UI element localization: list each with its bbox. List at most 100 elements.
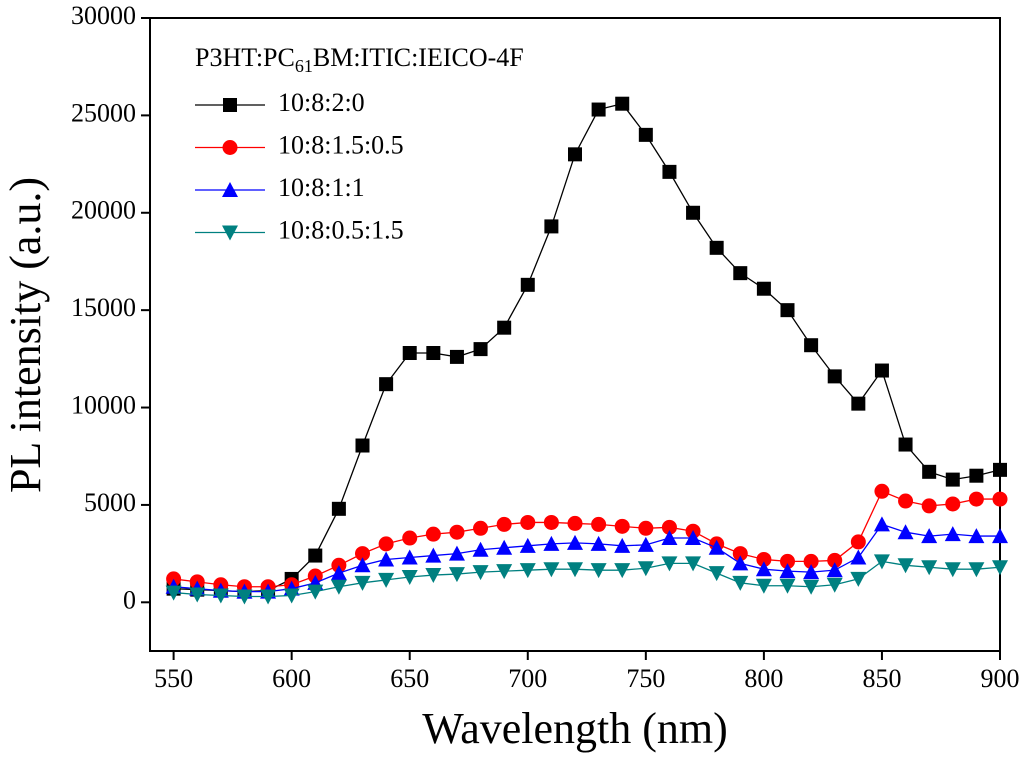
data-point (685, 556, 702, 572)
data-point (897, 558, 914, 574)
data-point (921, 498, 937, 514)
data-point (733, 266, 748, 281)
data-point (993, 462, 1007, 477)
data-point (921, 560, 938, 576)
data-point (567, 534, 583, 550)
data-point (898, 493, 914, 509)
data-point (402, 530, 418, 546)
data-point (449, 349, 464, 364)
data-point (732, 555, 749, 571)
data-point (637, 561, 654, 577)
data-point (496, 564, 513, 580)
data-point (661, 530, 678, 546)
data-point (307, 584, 324, 600)
data-point (685, 530, 702, 546)
data-point (922, 464, 937, 479)
data-point (449, 524, 465, 540)
data-point (590, 563, 607, 579)
data-point (708, 539, 725, 555)
legend-marker (222, 140, 238, 155)
data-point (496, 516, 512, 532)
x-tick-label: 550 (154, 664, 193, 693)
data-point (260, 589, 277, 605)
data-point (473, 520, 489, 536)
data-point (803, 564, 820, 580)
data-point (614, 563, 631, 579)
data-point (850, 534, 866, 550)
data-point (401, 549, 418, 565)
data-point (944, 562, 961, 578)
x-axis-title: Wavelength (nm) (422, 704, 728, 753)
data-point (378, 572, 395, 588)
data-point (803, 579, 820, 595)
legend-title-subscript: 61 (295, 56, 313, 76)
data-point (519, 563, 536, 579)
data-point (354, 575, 371, 591)
data-point (826, 577, 843, 593)
legend-marker (222, 225, 238, 241)
x-tick-label: 700 (508, 664, 547, 693)
data-point (637, 536, 654, 552)
data-point (780, 553, 795, 569)
data-point (898, 437, 913, 452)
data-point (543, 514, 559, 530)
data-point (968, 528, 985, 544)
x-tick-label: 800 (744, 664, 783, 693)
data-point (472, 541, 489, 557)
data-point (378, 551, 395, 567)
data-point (755, 578, 772, 594)
data-point (992, 491, 1008, 507)
data-point (708, 566, 725, 582)
data-point (779, 563, 796, 579)
data-point (732, 546, 748, 562)
data-point (591, 516, 607, 532)
y-tick-label: 15000 (71, 293, 136, 322)
x-tick-label: 650 (390, 664, 429, 693)
legend-title-part: BM:ITIC:IEICO-4F (313, 43, 524, 72)
data-point (590, 535, 607, 551)
data-point (354, 557, 371, 573)
data-point (921, 528, 938, 544)
data-point (283, 588, 300, 604)
data-point (850, 549, 867, 565)
legend-marker (223, 98, 237, 112)
data-point (520, 277, 535, 292)
y-axis-title: PL intensity (a.u.) (1, 177, 50, 493)
data-point (614, 537, 631, 553)
data-point (873, 554, 890, 570)
data-point (519, 537, 536, 553)
data-point (543, 562, 560, 578)
data-point (755, 561, 772, 577)
y-tick-label: 5000 (84, 488, 136, 517)
data-point (544, 219, 559, 234)
data-point (827, 552, 843, 568)
y-tick-label: 0 (123, 585, 136, 614)
legend-label: 10:8:2:0 (278, 88, 365, 117)
data-point (615, 96, 630, 111)
data-point (874, 483, 890, 499)
data-point (497, 320, 512, 335)
x-tick-label: 600 (272, 664, 311, 693)
data-point (378, 536, 394, 552)
data-point (945, 472, 960, 487)
data-point (968, 562, 985, 578)
data-point (614, 518, 630, 534)
data-point (944, 526, 961, 542)
data-point (661, 519, 677, 535)
data-point (448, 567, 465, 583)
data-point (709, 240, 724, 255)
data-point (568, 147, 582, 162)
data-point (779, 578, 796, 594)
legend-label: 10:8:0.5:1.5 (278, 215, 404, 244)
data-point (851, 396, 866, 411)
x-tick-label: 750 (626, 664, 665, 693)
data-point (992, 560, 1008, 576)
data-point (756, 551, 772, 567)
data-point (212, 588, 229, 604)
data-point (355, 546, 370, 562)
x-tick-label: 850 (862, 664, 901, 693)
data-point (401, 569, 418, 585)
legend-marker (222, 182, 238, 197)
data-point (873, 516, 890, 532)
